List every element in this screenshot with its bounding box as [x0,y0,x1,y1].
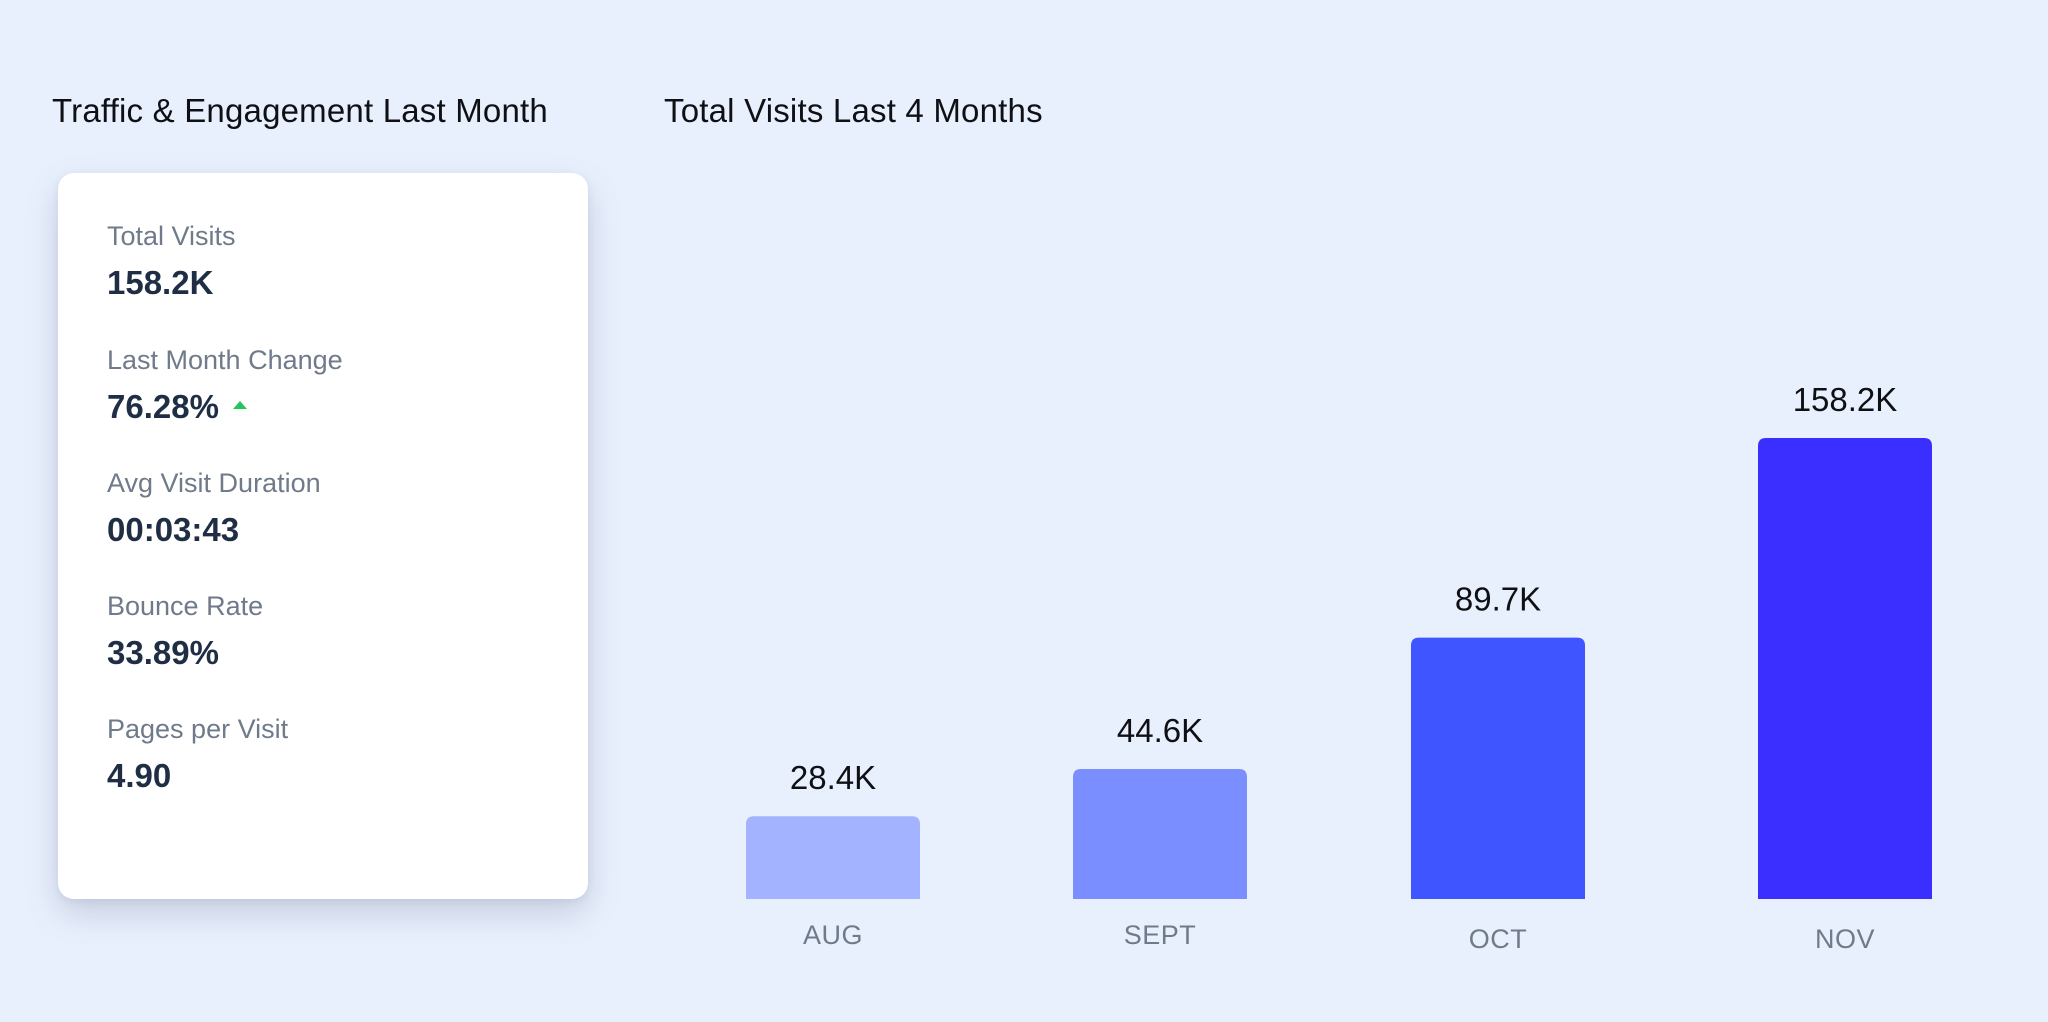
bar-nov [1758,438,1932,899]
stat-label-pages-per-visit: Pages per Visit [107,714,289,744]
bar-value-label-oct: 89.7K [1455,581,1541,618]
stat-total-visits: Total Visits 158.2K [107,220,236,302]
chart-category-labels: AUG SEPT OCT NOV [803,920,1875,954]
stat-value-avg-visit-duration-text: 00:03:43 [107,511,240,548]
bar-value-label-sept: 44.6K [1117,712,1203,749]
traffic-engagement-title: Traffic & Engagement Last Month [52,92,548,129]
category-label-oct: OCT [1469,924,1528,954]
chart-value-labels: 28.4K 44.6K 89.7K 158.2K [790,381,1897,796]
chart-title: Total Visits Last 4 Months [664,92,1043,129]
stat-label-avg-visit-duration: Avg Visit Duration [107,468,321,498]
bar-value-label-nov: 158.2K [1793,381,1898,418]
stat-value-bounce-rate: 33.89% [107,634,263,672]
category-label-aug: AUG [803,920,863,950]
stat-value-pages-per-visit: 4.90 [107,757,288,795]
stat-value-total-visits: 158.2K [107,264,236,302]
bar-sept [1073,769,1247,899]
stat-value-last-month-change: 76.28% [107,388,343,426]
stat-value-pages-per-visit-text: 4.90 [107,757,172,794]
stat-bounce-rate: Bounce Rate 33.89% [107,590,263,672]
bar-value-label-aug: 28.4K [790,759,876,796]
stat-last-month-change: Last Month Change 76.28% [107,344,343,426]
category-label-sept: SEPT [1124,920,1197,950]
chart-bars [746,438,1932,899]
stat-value-total-visits-text: 158.2K [107,264,214,301]
stat-pages-per-visit: Pages per Visit 4.90 [107,713,288,795]
stat-label-total-visits: Total Visits [107,221,236,251]
stat-avg-visit-duration: Avg Visit Duration 00:03:43 [107,467,321,549]
category-label-nov: NOV [1815,924,1875,954]
stat-value-last-month-change-text: 76.28% [107,388,219,425]
bar-oct [1411,637,1585,899]
bar-aug [746,816,920,899]
traffic-stats-card: Total Visits 158.2K Last Month Change 76… [58,173,588,899]
stat-label-last-month-change: Last Month Change [107,345,343,375]
stat-label-bounce-rate: Bounce Rate [107,591,264,621]
triangle-up-icon [232,401,247,409]
stat-value-bounce-rate-text: 33.89% [107,634,219,671]
stat-value-avg-visit-duration: 00:03:43 [107,511,321,549]
